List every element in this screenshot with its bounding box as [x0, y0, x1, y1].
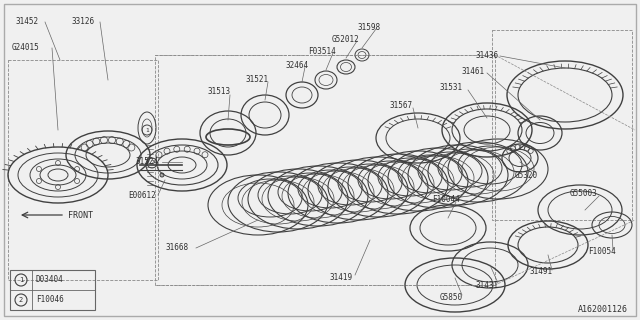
Text: D03404: D03404: [36, 276, 64, 284]
Bar: [8, 60, 158, 280]
Bar: [492, 30, 632, 220]
Text: 33126: 33126: [72, 18, 95, 27]
Bar: [10, 270, 95, 310]
Bar: [155, 55, 495, 285]
Text: 31598: 31598: [358, 23, 381, 33]
Text: F03514: F03514: [308, 47, 336, 57]
Text: 31521: 31521: [245, 76, 268, 84]
Text: 31524: 31524: [135, 157, 158, 166]
Text: F10046: F10046: [36, 295, 64, 305]
Text: 32464: 32464: [285, 60, 308, 69]
Text: G55003: G55003: [570, 188, 598, 197]
Text: E00612: E00612: [128, 190, 156, 199]
Text: 31461: 31461: [462, 68, 485, 76]
Text: G5850: G5850: [440, 293, 463, 302]
Text: G52012: G52012: [332, 36, 360, 44]
Text: 2: 2: [19, 297, 23, 303]
Text: G24015: G24015: [12, 44, 40, 52]
Text: 1: 1: [19, 277, 23, 283]
Text: F10044: F10044: [432, 196, 460, 204]
Text: 31513: 31513: [208, 87, 231, 97]
Circle shape: [160, 173, 164, 177]
Text: 31452: 31452: [15, 18, 38, 27]
Text: 2: 2: [150, 161, 154, 165]
Text: G5320: G5320: [515, 171, 538, 180]
Text: A162001126: A162001126: [578, 306, 628, 315]
Text: 31668: 31668: [165, 244, 188, 252]
Text: F10054: F10054: [588, 247, 616, 257]
Text: 31419: 31419: [330, 274, 353, 283]
Text: FRONT: FRONT: [68, 211, 93, 220]
Text: 31431: 31431: [475, 281, 498, 290]
Text: 31567: 31567: [390, 100, 413, 109]
Text: 31531: 31531: [440, 84, 463, 92]
Text: 1: 1: [145, 127, 149, 132]
Text: 31436: 31436: [475, 51, 498, 60]
Text: 31491: 31491: [530, 268, 553, 276]
